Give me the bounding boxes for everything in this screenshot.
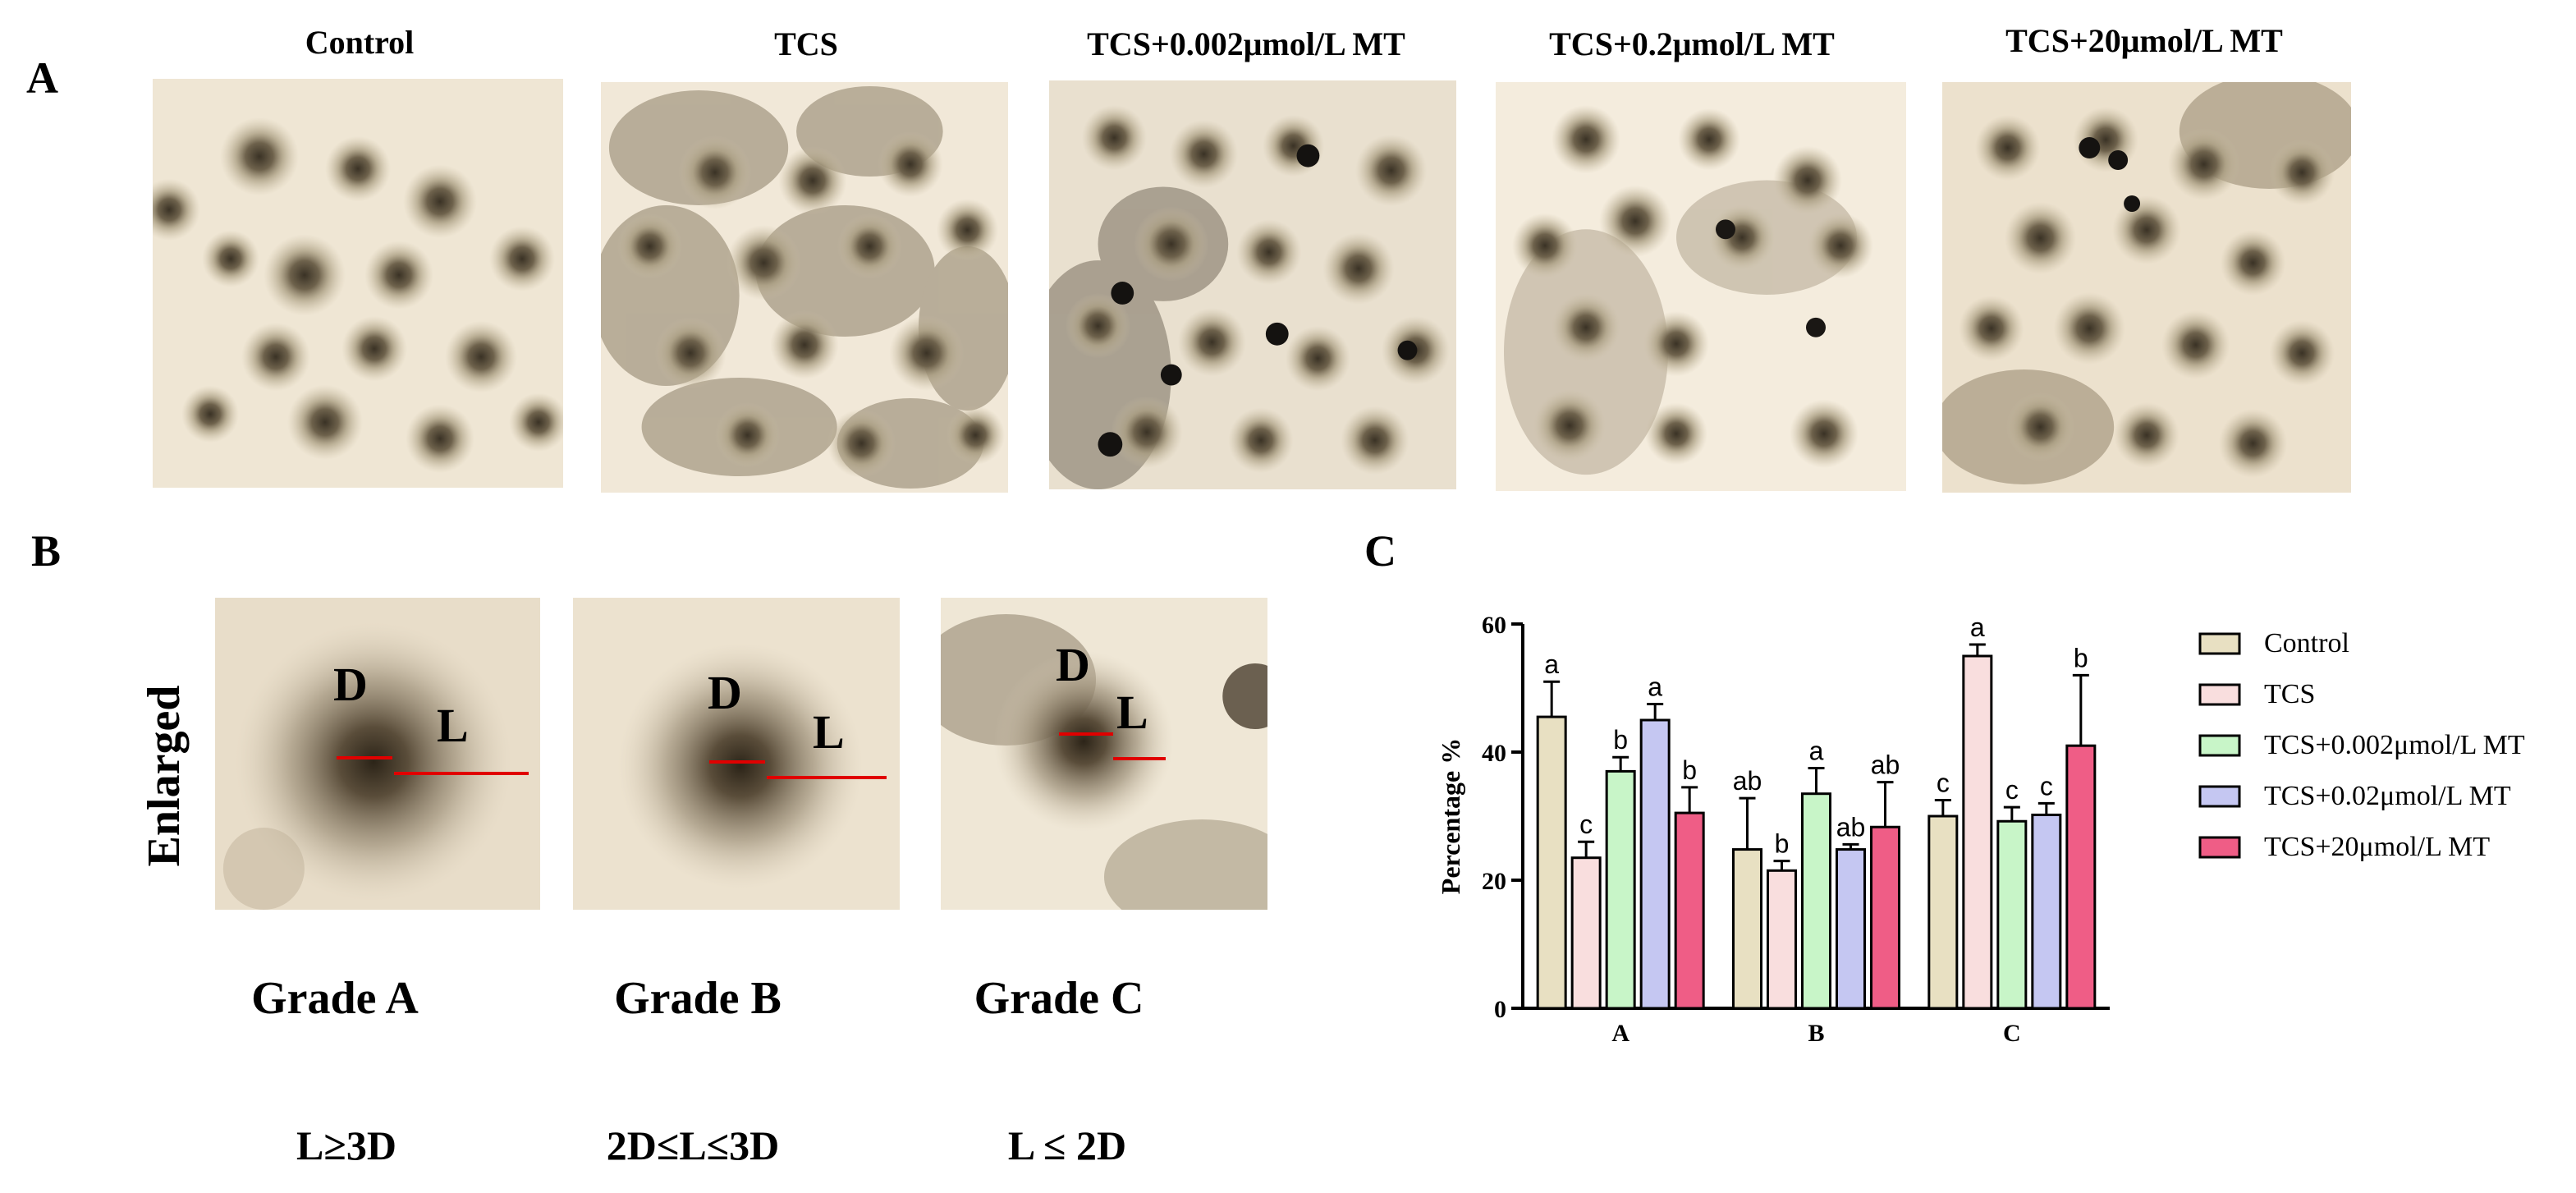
enlarged-label: Enlarged	[139, 685, 190, 867]
grade-a-label: Grade A	[251, 973, 419, 1024]
panel-label-a: A	[26, 53, 58, 103]
bar	[1767, 869, 1797, 1010]
legend-swatch	[2198, 734, 2241, 757]
bar	[1674, 811, 1705, 1010]
enlarged-micrograph-grade-b	[573, 598, 900, 910]
legend-entry: Control	[2264, 628, 2349, 658]
significance-letter: c	[1937, 769, 1950, 798]
legend-entry: TCS+0.002μmol/L MT	[2264, 730, 2525, 760]
grade-c-l-line	[1113, 757, 1166, 760]
legend-entry: TCS+20μmol/L MT	[2264, 832, 2490, 862]
legend-swatch	[2198, 785, 2241, 808]
bar	[1732, 848, 1762, 1010]
x-tick-label: B	[1808, 1020, 1824, 1047]
grade-b-rule: 2D≤L≤3D	[606, 1122, 780, 1168]
significance-letter: b	[1682, 755, 1697, 785]
y-axis-label: Percentage %	[1436, 738, 1465, 894]
bar	[1962, 654, 1993, 1010]
bar	[1536, 715, 1567, 1010]
grade-c-d-line	[1059, 732, 1113, 736]
legend-swatch	[2198, 683, 2241, 706]
significance-letter: b	[2074, 643, 2088, 672]
bar	[1870, 825, 1900, 1010]
panel-label-b: B	[31, 526, 62, 576]
grade-c-label: Grade C	[974, 973, 1144, 1024]
image-title-tcs: TCS	[774, 25, 838, 62]
micrograph-control	[153, 79, 563, 488]
legend-entry: TCS	[2264, 679, 2315, 709]
significance-letter: a	[1648, 672, 1662, 702]
bar	[2065, 744, 2097, 1010]
panel-label-c: C	[1364, 526, 1396, 576]
image-title-tcs-02: TCS+0.2μmol/L MT	[1549, 25, 1835, 62]
bar	[1927, 814, 1959, 1010]
significance-letter: a	[1544, 649, 1559, 679]
grade-b-l-line	[767, 776, 887, 779]
bar	[1801, 792, 1831, 1010]
bar	[1605, 769, 1636, 1010]
grade-c-rule: L ≤ 2D	[1007, 1122, 1127, 1168]
y-tick-label: 40	[1482, 740, 1506, 767]
grade-b-label: Grade B	[614, 973, 782, 1024]
legend-swatch	[2198, 632, 2241, 655]
significance-letter: ab	[1733, 766, 1762, 796]
significance-letter: ab	[1836, 812, 1866, 842]
grade-b-l-marker: L	[813, 705, 845, 759]
bar	[1639, 718, 1671, 1010]
bar	[1836, 848, 1866, 1010]
grade-a-rule: L≥3D	[296, 1122, 396, 1168]
micrograph-tcs-0002	[1049, 80, 1456, 489]
micrograph-tcs	[601, 82, 1008, 493]
bar	[1996, 819, 2028, 1010]
grade-a-l-line	[394, 772, 529, 775]
y-tick-label: 60	[1482, 612, 1506, 639]
grade-a-d-line	[337, 756, 392, 759]
significance-letter: b	[1613, 725, 1628, 755]
significance-letter: c	[2005, 775, 2019, 805]
significance-letter: ab	[1871, 750, 1900, 780]
micrograph-tcs-02	[1496, 82, 1906, 491]
grade-c-d-marker: D	[1056, 638, 1090, 691]
enlarged-micrograph-grade-c	[941, 598, 1267, 910]
significance-letter: c	[2040, 771, 2053, 801]
grade-b-d-marker: D	[708, 666, 742, 719]
image-title-tcs-0002: TCS+0.002μmol/L MT	[1087, 25, 1405, 62]
significance-letter: c	[1579, 810, 1593, 839]
significance-letter: a	[1809, 736, 1824, 766]
y-tick-label: 0	[1494, 996, 1506, 1023]
micrograph-tcs-20	[1942, 82, 2351, 493]
grade-a-d-marker: D	[333, 658, 368, 711]
x-tick-label: A	[1611, 1020, 1629, 1047]
significance-letter: b	[1775, 829, 1790, 859]
grade-c-l-marker: L	[1116, 686, 1148, 739]
image-title-tcs-20: TCS+20μmol/L MT	[2005, 22, 2283, 59]
grade-b-d-line	[709, 760, 765, 764]
image-title-control: Control	[305, 24, 415, 61]
grade-a-l-marker: L	[437, 699, 469, 752]
bar	[1570, 856, 1602, 1010]
x-tick-label: C	[2003, 1020, 2021, 1047]
enlarged-micrograph-grade-a	[215, 598, 540, 910]
legend-swatch	[2198, 836, 2241, 859]
bar	[2031, 813, 2062, 1010]
legend-entry: TCS+0.02μmol/L MT	[2264, 781, 2511, 811]
y-tick-label: 20	[1482, 868, 1506, 895]
significance-letter: a	[1970, 613, 1985, 642]
